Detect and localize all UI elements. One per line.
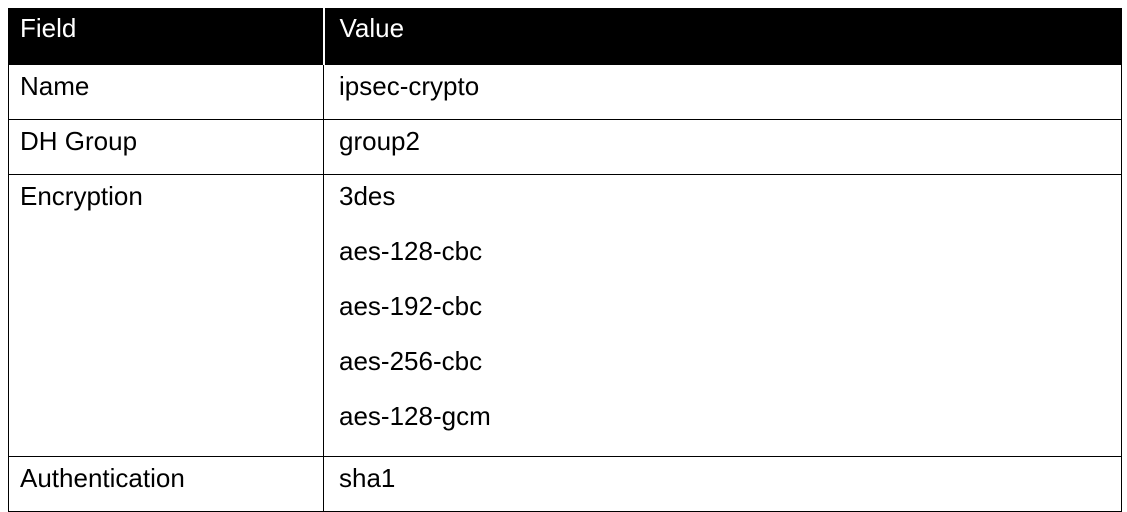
table-row: Name ipsec-crypto [8,64,1122,120]
table-row: Encryption 3des aes-128-cbc aes-192-cbc … [8,174,1122,457]
table-row: Authentication sha1 [8,456,1122,512]
row-dh-group-value: group2 [323,119,1122,175]
encryption-value-item: aes-256-cbc [339,346,483,376]
encryption-value-item: aes-192-cbc [339,291,483,321]
row-name-field: Name [8,64,324,120]
encryption-value-item: aes-128-cbc [339,236,483,266]
header-field: Field [8,8,325,65]
encryption-value-item: 3des [339,181,396,211]
table-header-row: Field Value [8,8,1122,65]
header-value: Value [323,8,1122,65]
row-encryption-values: 3des aes-128-cbc aes-192-cbc aes-256-cbc… [323,174,1122,457]
table-row: DH Group group2 [8,119,1122,175]
row-authentication-field: Authentication [8,456,324,512]
row-name-value: ipsec-crypto [323,64,1122,120]
row-encryption-field: Encryption [8,174,324,457]
encryption-value-item: aes-128-gcm [339,401,491,431]
row-dh-group-field: DH Group [8,119,324,175]
row-authentication-value: sha1 [323,456,1122,512]
ipsec-crypto-table: Field Value Name ipsec-crypto DH Group g… [8,8,1122,512]
